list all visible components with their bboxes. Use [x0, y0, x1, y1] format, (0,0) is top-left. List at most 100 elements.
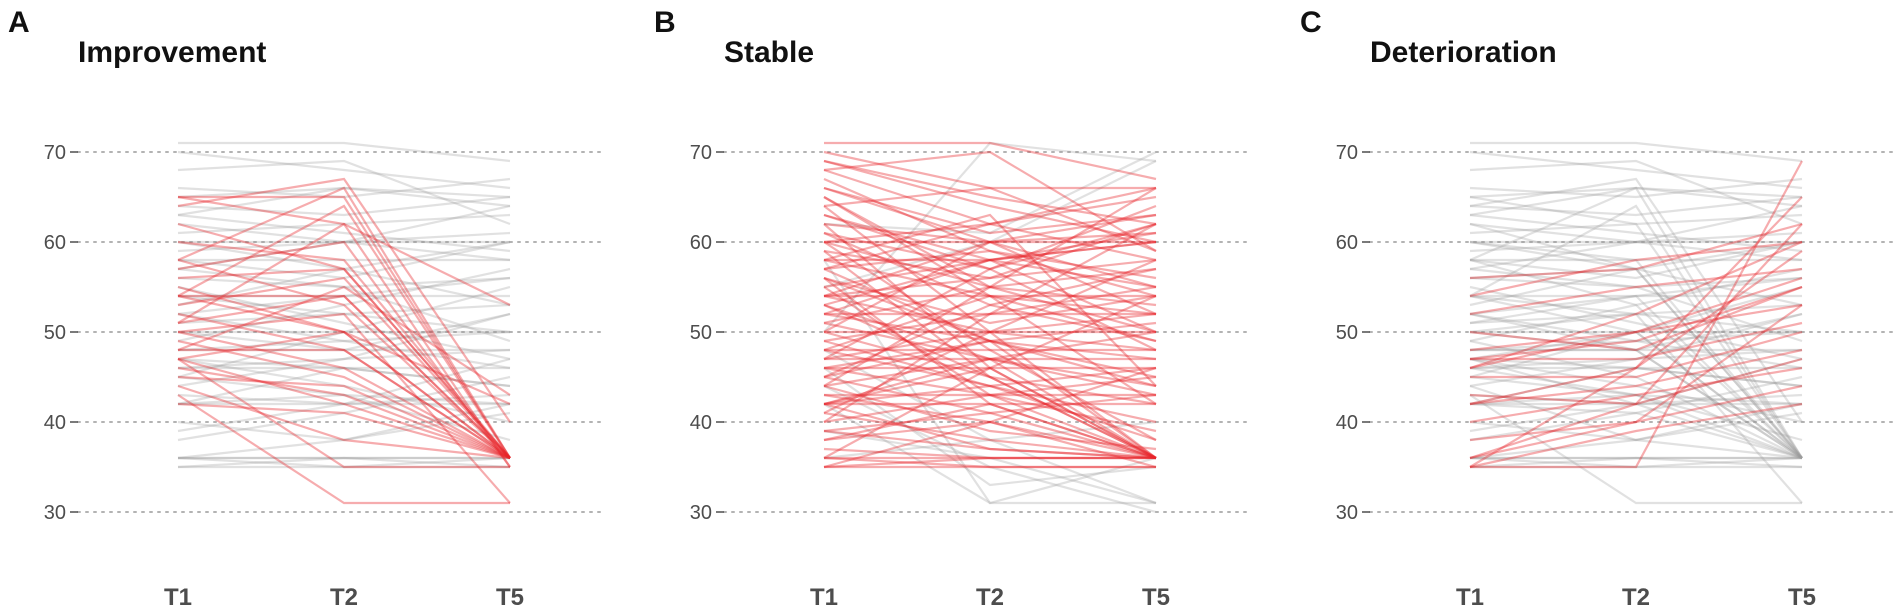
trajectory-line-red: [177, 177, 511, 423]
trajectory-line-grey: [1469, 186, 1803, 217]
trajectory-line-grey: [1469, 393, 1803, 406]
plot-area: 30 40 50 60 70 T1 T2 T5: [690, 141, 1253, 611]
trajectory-line-grey: [177, 222, 511, 262]
trajectory-line-grey: [177, 186, 511, 208]
trajectory-line-grey: [1469, 456, 1803, 469]
trajectory-line-red: [823, 384, 1157, 451]
trajectory-line-red: [823, 456, 1156, 469]
trajectory-line-grey: [177, 393, 511, 406]
trajectory-line-red: [823, 231, 1157, 351]
trajectory-line-grey: [1469, 240, 1803, 307]
trajectory-line-grey: [1469, 456, 1802, 469]
trajectory-line-red: [823, 276, 1157, 325]
x-tick-label: T1: [1456, 584, 1484, 611]
trajectory-line-grey: [1469, 312, 1803, 370]
panel-letter: A: [8, 6, 30, 39]
trajectory-line-grey: [1469, 204, 1803, 271]
trajectory-line-red: [823, 249, 1157, 280]
trajectory-line-red: [823, 339, 1157, 388]
trajectory-line-grey: [1470, 348, 1803, 459]
trajectory-line-grey: [1469, 231, 1803, 253]
y-tick-label: 30: [1336, 502, 1358, 524]
trajectory-line-grey: [177, 213, 511, 235]
trajectory-line-grey: [177, 330, 511, 352]
trajectory-line-red: [823, 240, 1157, 316]
trajectory-line-red: [823, 357, 1157, 459]
trajectory-line-red: [823, 330, 1157, 388]
trajectory-line-red: [1469, 196, 1803, 468]
trajectory-line-red: [177, 285, 511, 396]
trajectory-line-grey: [823, 385, 1157, 514]
x-tick-label: T2: [976, 584, 1004, 611]
trajectory-line-grey: [1469, 294, 1803, 334]
trajectory-line-grey: [1469, 258, 1803, 459]
trajectory-line-grey: [177, 276, 511, 316]
panel-title: Stable: [724, 36, 815, 69]
trajectory-line-grey: [177, 375, 511, 442]
trajectory-line-grey: [823, 438, 1157, 505]
x-tick-label: T2: [330, 584, 358, 611]
trajectory-line-grey: [1469, 222, 1803, 262]
trajectory-line-grey: [1469, 411, 1803, 460]
trajectory-line-red: [177, 258, 511, 459]
trajectory-line-red: [823, 366, 1157, 433]
trajectory-line-grey: [177, 357, 511, 388]
trajectory-line-red: [177, 366, 511, 460]
trajectory-line-grey: [1469, 402, 1803, 442]
trajectory-line-red: [1469, 384, 1803, 442]
trajectory-line-grey: [1469, 150, 1803, 190]
trajectory-line-red: [177, 276, 511, 459]
trajectory-line-red: [823, 411, 1157, 460]
trajectory-line-red: [177, 312, 511, 459]
trajectory-line-grey: [1469, 240, 1803, 307]
trajectory-line-grey: [1469, 294, 1803, 459]
panel-title: Deterioration: [1370, 36, 1557, 69]
panel-title: Improvement: [78, 36, 267, 69]
trajectory-line-red: [823, 294, 1157, 352]
trajectory-line-red: [1469, 240, 1803, 298]
trajectory-line-red: [823, 205, 1157, 459]
trajectory-line-grey: [1469, 267, 1803, 459]
trajectory-line-grey: [178, 456, 511, 469]
trajectory-line-grey: [1469, 330, 1803, 459]
trajectory-line-grey: [1469, 393, 1803, 406]
trajectory-line-grey: [1469, 213, 1803, 235]
trajectory-line-red: [823, 222, 1157, 244]
trajectory-line-grey: [177, 150, 511, 190]
trajectory-line-red: [177, 402, 511, 460]
trajectory-line-grey: [178, 141, 511, 163]
x-tick-label: T5: [496, 584, 524, 611]
trajectory-line-red: [1469, 240, 1803, 370]
trajectory-line-red: [1469, 223, 1803, 460]
trajectory-line-grey: [177, 195, 511, 217]
trajectory-line-red: [823, 168, 1157, 226]
trajectory-line-grey: [1470, 456, 1803, 469]
trajectory-line-red: [823, 402, 1157, 460]
trajectory-line-grey: [177, 213, 511, 253]
trajectory-line-red: [823, 312, 1157, 379]
trajectory-line-grey: [1469, 375, 1803, 442]
trajectory-line-grey: [823, 429, 1157, 505]
trajectory-line-red: [823, 186, 1157, 271]
trajectory-line-red: [823, 456, 1156, 469]
trajectory-line-red: [823, 150, 1157, 252]
trajectory-line-red: [823, 241, 1157, 441]
trajectory-line-red: [823, 276, 1157, 361]
trajectory-line-grey: [1469, 312, 1803, 504]
trajectory-line-grey: [177, 285, 511, 361]
trajectory-line-red: [823, 286, 1157, 460]
trajectory-line-grey: [1469, 348, 1803, 370]
trajectory-line-red: [823, 429, 1157, 460]
trajectory-line-grey: [1469, 177, 1803, 199]
trajectory-line-red: [178, 294, 511, 459]
trajectory-line-red: [177, 195, 511, 468]
trajectory-line-grey: [1469, 312, 1803, 388]
trajectory-line-red: [177, 222, 511, 324]
trajectory-line-grey: [1469, 222, 1803, 459]
trajectory-line-grey: [1469, 285, 1803, 361]
trajectory-line-red: [1469, 222, 1803, 280]
trajectory-line-grey: [1469, 339, 1803, 459]
trajectory-line-grey: [177, 231, 511, 253]
trajectory-line-red: [823, 187, 1157, 387]
